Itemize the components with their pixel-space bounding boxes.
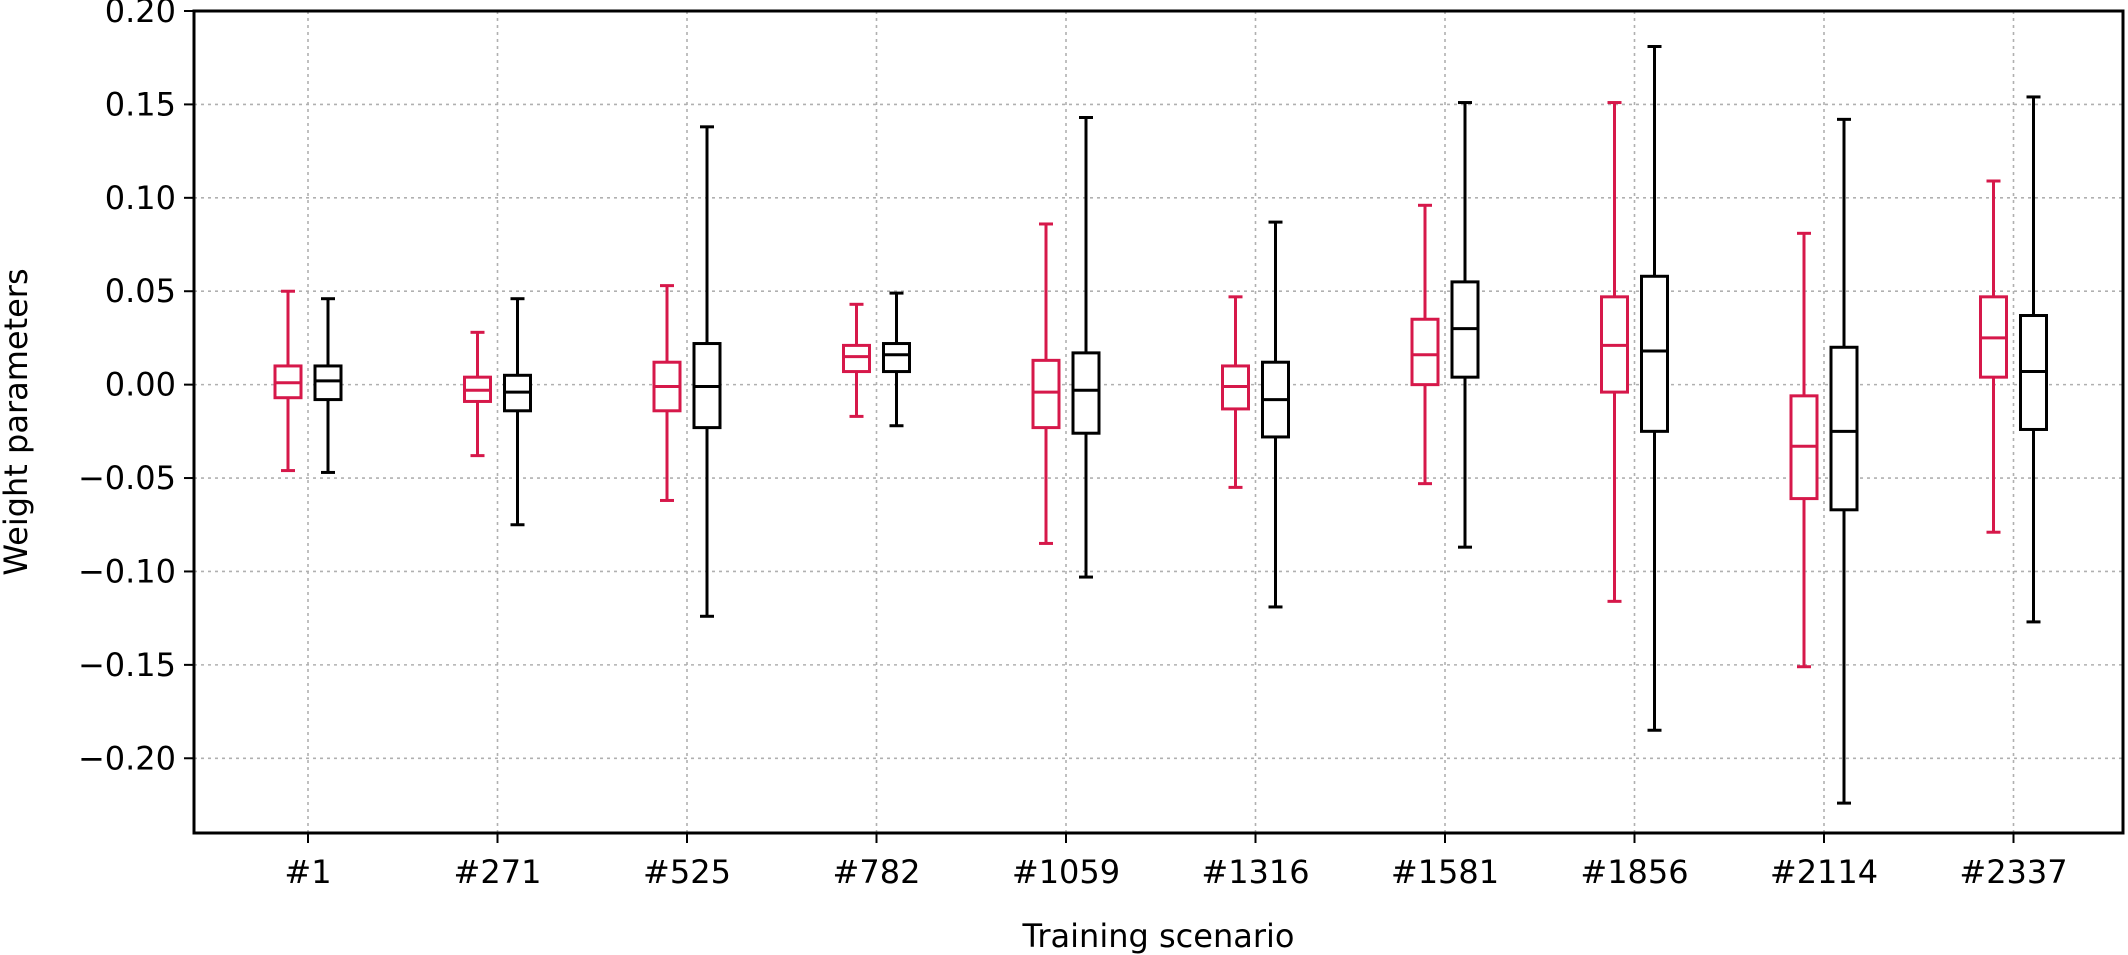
box-black — [1071, 115, 1101, 579]
x-tick-label: #1316 — [1201, 853, 1309, 891]
y-tick-label: −0.10 — [78, 552, 176, 590]
box-black — [1450, 101, 1480, 549]
box-black — [1261, 220, 1290, 609]
y-tick-label: 0.00 — [105, 366, 176, 404]
box-red — [1410, 203, 1440, 486]
iqr-box — [842, 343, 871, 374]
box-red — [1221, 295, 1250, 489]
y-tick-label: 0.15 — [105, 85, 176, 123]
y-tick-label: 0.05 — [105, 272, 176, 310]
plot-frame — [192, 9, 2125, 835]
y-tick-label: 0.10 — [105, 179, 176, 217]
box-red — [1600, 101, 1629, 603]
box-black — [313, 297, 343, 474]
box-red — [463, 330, 492, 458]
y-axis-label: Weight parameters — [0, 268, 35, 575]
x-tick-label: #1581 — [1391, 853, 1499, 891]
y-tick-label: −0.05 — [78, 459, 176, 497]
iqr-box — [1410, 317, 1440, 387]
iqr-box — [1031, 358, 1061, 430]
box-black — [2019, 95, 2048, 624]
x-tick-label: #525 — [643, 853, 731, 891]
x-tick-label: #1 — [284, 853, 331, 891]
y-tick-label: 0.20 — [105, 0, 176, 30]
y-tick-label: −0.15 — [78, 646, 176, 684]
box-black — [882, 291, 911, 428]
x-tick-label: #1059 — [1012, 853, 1120, 891]
iqr-box — [1829, 345, 1859, 512]
y-tick-label: −0.20 — [78, 739, 176, 777]
iqr-box — [313, 364, 343, 402]
iqr-box — [882, 342, 911, 374]
box-red — [1031, 222, 1061, 545]
x-tick-label: #2114 — [1770, 853, 1878, 891]
box-red — [1789, 231, 1819, 669]
box-red — [652, 284, 682, 502]
box-layer — [273, 44, 2048, 805]
x-tick-label: #1856 — [1580, 853, 1688, 891]
box-red — [842, 302, 871, 418]
iqr-box — [1071, 351, 1101, 435]
box-red — [273, 289, 303, 473]
iqr-box — [1640, 274, 1669, 433]
x-tick-label: #782 — [833, 853, 921, 891]
x-axis-label: Training scenario — [1022, 917, 1295, 955]
box-black — [1640, 44, 1669, 732]
x-tick-label: #2337 — [1959, 853, 2067, 891]
box-black — [1829, 117, 1859, 805]
axes: 0.20 0.15 0.10 0.05 0.00 −0.05 −0.10 −0.15 −0.20… — [78, 0, 2068, 891]
box-red — [1979, 179, 2008, 534]
box-black — [692, 125, 722, 618]
x-tick-label: #271 — [454, 853, 542, 891]
box-black — [503, 297, 532, 527]
